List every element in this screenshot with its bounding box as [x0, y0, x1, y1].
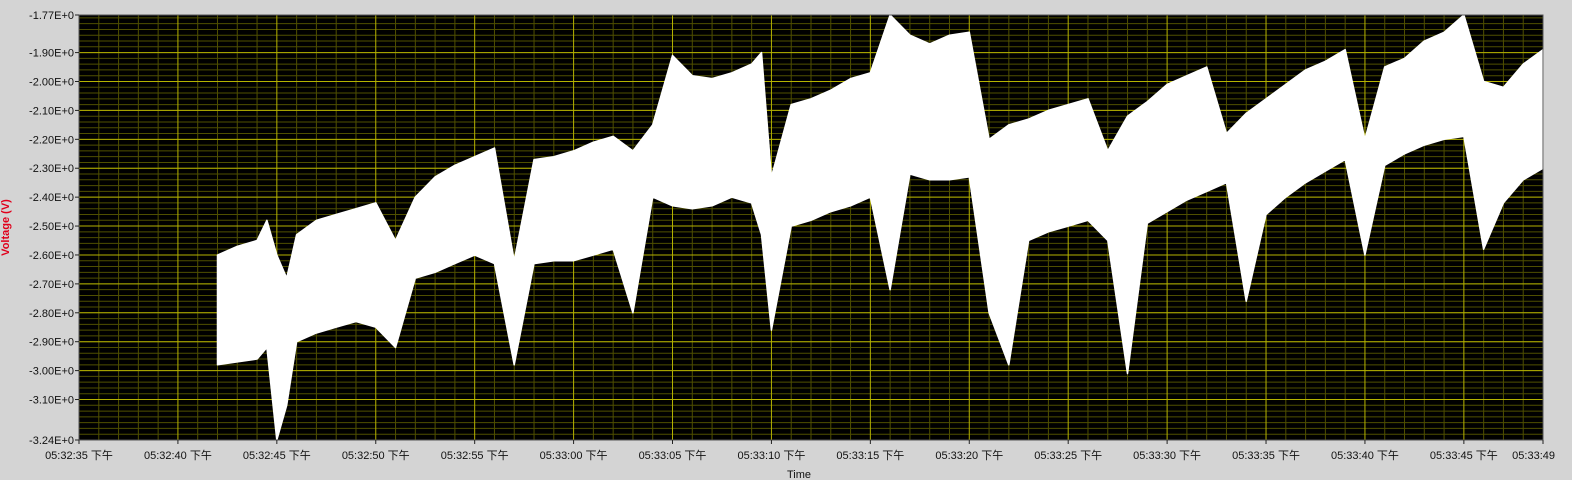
x-tick-label: 05:32:35 下午	[45, 449, 113, 462]
y-tick-label: -1.77E+0	[29, 10, 74, 22]
y-tick-label: -2.30E+0	[29, 163, 74, 175]
x-tick-label: 05:33:05 下午	[639, 449, 707, 462]
x-tick-label: 05:33:45 下午	[1430, 449, 1498, 462]
y-tick-label: -2.00E+0	[29, 76, 74, 88]
y-tick-label: -2.50E+0	[29, 221, 74, 233]
y-tick-label: -2.70E+0	[29, 279, 74, 291]
x-tick-label: 05:32:55 下午	[441, 449, 509, 462]
x-tick-label: 05:33:40 下午	[1331, 449, 1399, 462]
y-tick-label: -3.10E+0	[29, 395, 74, 407]
x-axis-label: Time	[787, 469, 811, 480]
x-tick-label: 05:32:50 下午	[342, 449, 410, 462]
y-tick-label: -1.90E+0	[29, 48, 74, 60]
x-tick-label: 05:33:25 下午	[1034, 449, 1102, 462]
y-tick-label: -3.24E+0	[29, 435, 74, 447]
x-tick-label: 05:33:49	[1512, 450, 1555, 462]
x-tick-label: 05:33:00 下午	[540, 449, 608, 462]
y-tick-label: -3.00E+0	[29, 366, 74, 378]
x-tick-label: 05:32:40 下午	[144, 449, 212, 462]
y-axis-label: Voltage (V)	[0, 199, 12, 256]
x-tick-label: 05:32:45 下午	[243, 449, 311, 462]
y-tick-label: -2.40E+0	[29, 192, 74, 204]
x-tick-label: 05:33:10 下午	[737, 449, 805, 462]
y-tick-label: -2.20E+0	[29, 134, 74, 146]
x-axis: 05:32:35 下午 05:32:40 下午 05:32:45 下午 05:32:5…	[45, 440, 1555, 462]
x-tick-label: 05:33:35 下午	[1232, 449, 1300, 462]
y-tick-label: -2.60E+0	[29, 250, 74, 262]
x-tick-label: 05:33:30 下午	[1133, 449, 1201, 462]
x-tick-label: 05:33:20 下午	[935, 449, 1003, 462]
x-tick-label: 05:33:15 下午	[836, 449, 904, 462]
y-axis: -1.77E+0 -1.90E+0 -2.00E+0 -2.10E+0 -2.20E+0…	[29, 10, 79, 447]
y-tick-label: -2.80E+0	[29, 308, 74, 320]
y-tick-label: -2.10E+0	[29, 105, 74, 117]
plot-frame	[78, 14, 1544, 441]
y-tick-label: -2.90E+0	[29, 337, 74, 349]
